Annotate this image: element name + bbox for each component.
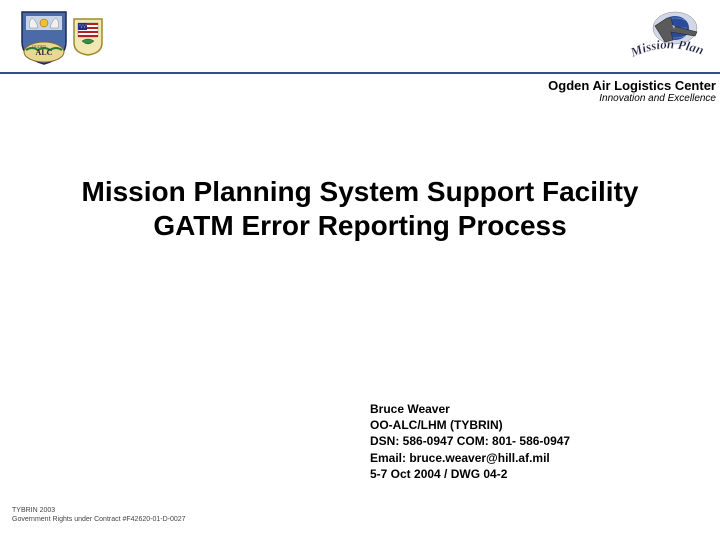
mission-planning-icon: Mission Planning <box>625 6 710 66</box>
header: ALC OGDEN Mission Planning <box>0 0 720 90</box>
footer-block: TYBRIN 2003 Government Rights under Cont… <box>12 507 186 524</box>
contact-email: Email: bruce.weaver@hill.af.mil <box>370 450 570 466</box>
ogden-text: OGDEN <box>32 44 46 49</box>
alc-text: ALC <box>36 48 53 57</box>
left-logo-group: ALC OGDEN <box>18 8 104 66</box>
org-block: Ogden Air Logistics Center Innovation an… <box>548 78 716 104</box>
shield-icon: ALC OGDEN <box>18 8 70 66</box>
footer-line-1: TYBRIN 2003 <box>12 507 186 515</box>
contact-date: 5-7 Oct 2004 / DWG 04-2 <box>370 466 570 482</box>
footer-line-2: Government Rights under Contract #F42620… <box>12 516 186 524</box>
title-line-1: Mission Planning System Support Facility <box>0 175 720 209</box>
contact-block: Bruce Weaver OO-ALC/LHM (TYBRIN) DSN: 58… <box>370 401 570 482</box>
badge-icon <box>72 17 104 57</box>
title-block: Mission Planning System Support Facility… <box>0 175 720 242</box>
contact-phone: DSN: 586-0947 COM: 801- 586-0947 <box>370 433 570 449</box>
org-tagline: Innovation and Excellence <box>548 93 716 104</box>
header-divider <box>0 72 720 74</box>
contact-name: Bruce Weaver <box>370 401 570 417</box>
title-line-2: GATM Error Reporting Process <box>0 209 720 243</box>
right-logo-group: Mission Planning <box>625 6 710 66</box>
contact-org: OO-ALC/LHM (TYBRIN) <box>370 417 570 433</box>
org-name: Ogden Air Logistics Center <box>548 78 716 93</box>
